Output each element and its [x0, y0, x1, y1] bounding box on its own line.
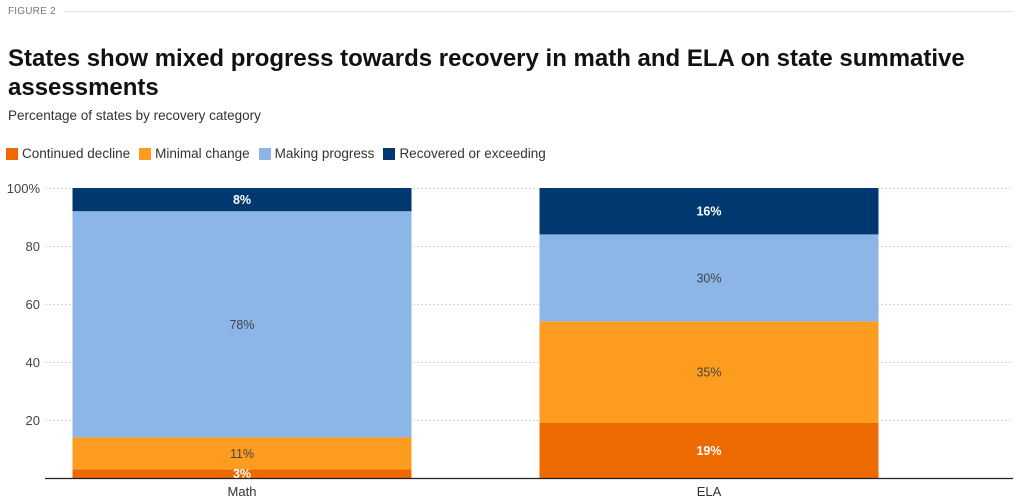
legend-label: Making progress	[274, 146, 375, 161]
legend-label: Continued decline	[22, 146, 131, 161]
segment-data-label: 11%	[230, 447, 254, 461]
legend-label: Recovered or exceeding	[399, 146, 546, 161]
y-tick-label: 80	[26, 239, 40, 254]
legend-item-recovered: Recovered or exceeding	[383, 146, 546, 161]
legend-swatch	[6, 147, 18, 160]
segment-data-label: 30%	[696, 271, 721, 285]
legend-swatch	[383, 147, 396, 160]
y-tick-label: 60	[26, 297, 40, 312]
bar-segment	[539, 234, 879, 322]
segment-data-label: 35%	[696, 366, 721, 380]
x-category-label: ELA	[697, 484, 722, 499]
legend-swatch	[139, 147, 152, 160]
bar-segment	[72, 188, 412, 212]
segment-data-label: 8%	[233, 193, 251, 207]
segment-data-label: 78%	[229, 318, 254, 332]
legend: Continued decline Minimal change Making …	[6, 146, 555, 161]
bar-segment	[539, 321, 879, 423]
legend-swatch	[258, 147, 271, 160]
bar-segment	[72, 437, 412, 470]
legend-label: Minimal change	[155, 146, 250, 161]
segment-data-label: 19%	[696, 444, 721, 458]
bar-segment	[72, 211, 412, 438]
legend-item-continued-decline: Continued decline	[6, 146, 130, 161]
y-tick-label: 100%	[7, 181, 41, 196]
legend-item-making-progress: Making progress	[258, 146, 375, 161]
x-axis: Math ELA	[228, 484, 722, 499]
bar-segment	[72, 469, 412, 478]
chart-subtitle: Percentage of states by recovery categor…	[8, 108, 261, 123]
segment-data-label: 3%	[233, 467, 251, 481]
legend-item-minimal-change: Minimal change	[139, 146, 250, 161]
bar-segment	[539, 422, 879, 478]
y-axis: 20 40 60 80 100%	[7, 181, 41, 428]
chart-title: States show mixed progress towards recov…	[8, 45, 965, 101]
figure-header: FIGURE 2	[8, 4, 1012, 18]
segment-data-label: 16%	[696, 205, 721, 219]
bars	[72, 188, 879, 478]
bar-segment	[539, 188, 879, 235]
figure-label: FIGURE 2	[8, 5, 56, 17]
y-tick-label: 40	[26, 355, 40, 370]
figure-header-rule	[63, 10, 1012, 12]
x-category-label: Math	[228, 484, 257, 499]
segment-labels: 3% 11% 78% 8% 19% 35% 30% 16%	[229, 193, 721, 481]
y-tick-label: 20	[26, 413, 40, 428]
